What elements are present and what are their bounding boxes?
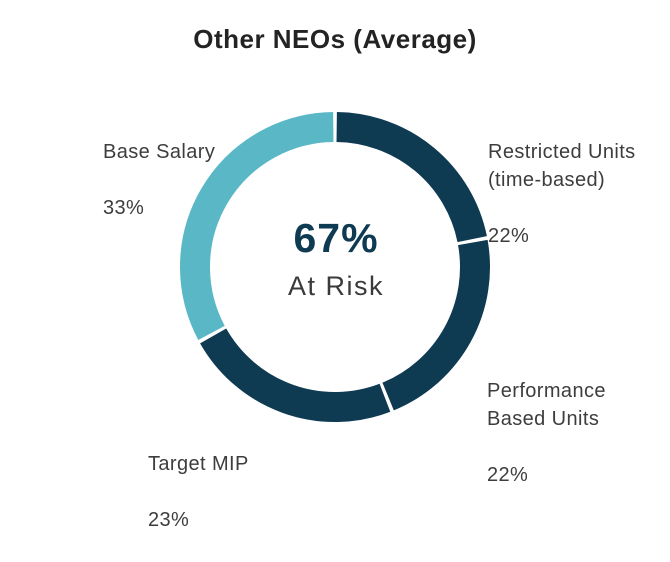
segment-label-performance-based-units: Performance Based Units 22% [487,349,606,517]
donut-segment-base-salary [180,112,334,340]
segment-percent-text: 22% [488,225,530,247]
donut-chart-figure: Other NEOs (Average) 67% At Risk Base Sa… [103,24,636,531]
segment-label-base-salary: Base Salary 33% [103,110,215,250]
at-risk-caption: At Risk [287,271,384,302]
segment-label-text: Restricted Units (time-based) [488,141,636,191]
segment-label-target-mip: Target MIP 23% [148,422,249,562]
segment-label-text: Target MIP [148,453,249,475]
donut-segment-restricted-units-time-based [336,112,487,243]
segment-percent-text: 33% [103,197,145,219]
at-risk-percent-value: 67% [293,215,379,261]
segment-percent-text: 23% [148,509,190,531]
chart-title: Other NEOs (Average) [193,24,477,54]
donut-segment-target-mip [200,328,391,422]
donut-chart [180,112,490,422]
segment-label-text: Performance Based Units [487,380,606,430]
donut-center-label: 67% At Risk [226,215,446,302]
segment-label-text: Base Salary [103,141,216,163]
segment-label-restricted-units: Restricted Units (time-based) 22% [488,110,636,278]
donut-segment-performance-based-units [382,239,490,411]
segment-percent-text: 22% [487,464,529,486]
